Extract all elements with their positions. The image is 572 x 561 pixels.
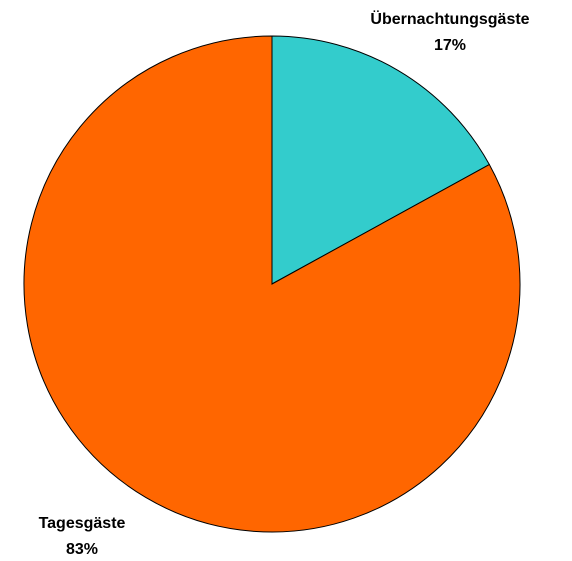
slice-value-label: 17%: [434, 37, 466, 54]
slice-label: Übernachtungsgäste: [370, 9, 529, 28]
slice-label: Tagesgäste: [39, 515, 126, 532]
pie-slice: [271, 35, 491, 285]
slice-value-label: 83%: [66, 541, 98, 558]
pie-slice: [23, 35, 521, 533]
